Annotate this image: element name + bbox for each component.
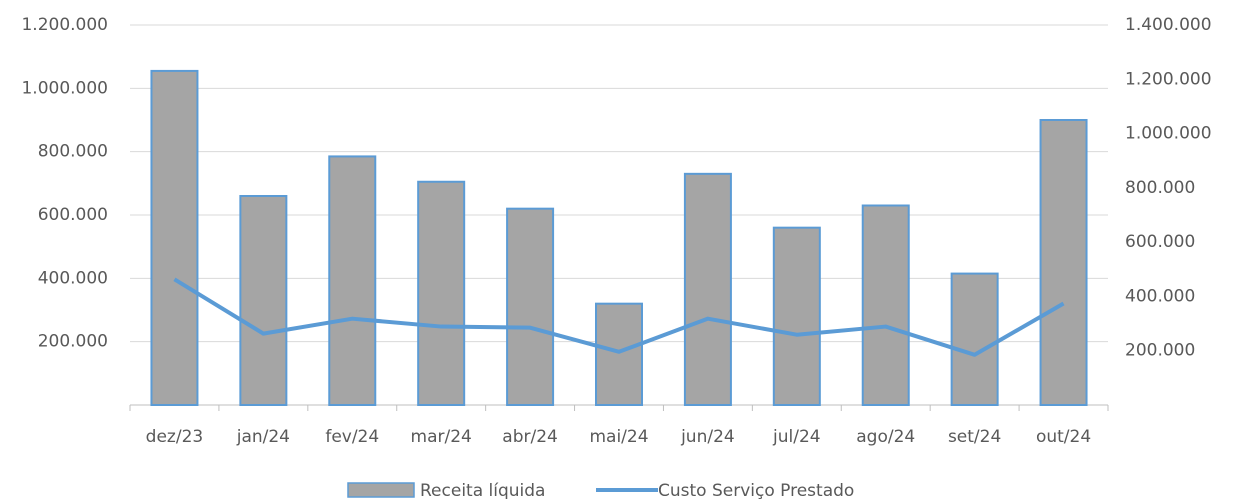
bar [417, 180, 466, 406]
x-tick-label: ago/24 [856, 427, 915, 447]
y-tick-label: 1.200.000 [21, 15, 108, 35]
bar [150, 69, 199, 407]
bar [683, 172, 732, 406]
y2-tick-label: 200.000 [1125, 341, 1195, 361]
y2-tick-label: 400.000 [1125, 286, 1195, 306]
x-tick-label: abr/24 [502, 427, 558, 447]
x-tick-label: dez/23 [146, 427, 204, 447]
y-tick-label: 600.000 [38, 205, 108, 225]
bar [239, 195, 288, 406]
y2-tick-label: 1.400.000 [1125, 15, 1212, 35]
y2-tick-label: 1.200.000 [1125, 69, 1212, 89]
x-tick-label: jun/24 [680, 427, 735, 447]
legend-label: Custo Serviço Prestado [658, 481, 854, 499]
x-tick-label: set/24 [948, 427, 1001, 447]
x-tick-label: mar/24 [411, 427, 472, 447]
y2-tick-label: 1.000.000 [1125, 124, 1212, 144]
y-tick-label: 1.000.000 [21, 78, 108, 98]
legend-swatch [347, 482, 415, 498]
y-tick-label: 800.000 [38, 142, 108, 162]
bar [328, 155, 377, 406]
x-tick-label: jul/24 [772, 427, 821, 447]
y2-tick-label: 800.000 [1125, 178, 1195, 198]
x-tick-label: jan/24 [236, 427, 290, 447]
line [173, 277, 1065, 357]
bar [506, 207, 555, 406]
x-tick-label: out/24 [1036, 427, 1091, 447]
bar [861, 204, 910, 406]
bar [595, 302, 643, 406]
y-tick-label: 200.000 [38, 332, 108, 352]
y-tick-label: 400.000 [38, 268, 108, 288]
legend-label: Receita líquida [420, 481, 545, 499]
x-tick-label: mai/24 [589, 427, 648, 447]
y2-tick-label: 600.000 [1125, 232, 1195, 252]
x-tick-label: fev/24 [325, 427, 379, 447]
bar [772, 226, 821, 406]
bar [950, 272, 999, 407]
bar [1039, 119, 1088, 406]
